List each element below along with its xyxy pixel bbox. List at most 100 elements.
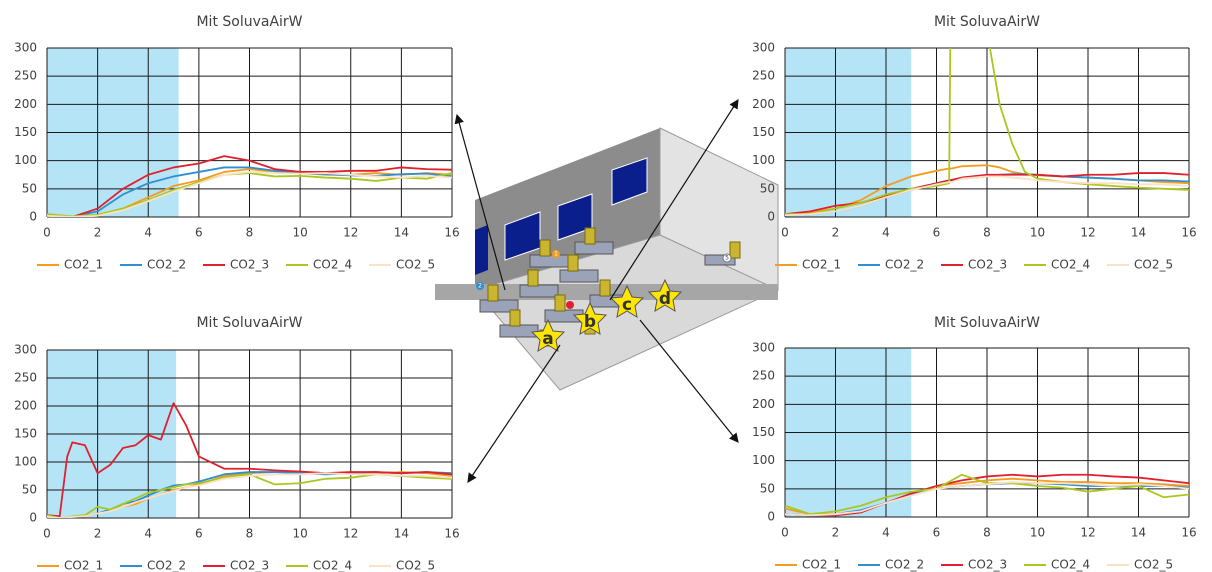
x-tick-label: 16 <box>1181 526 1196 540</box>
x-tick-label: 8 <box>246 226 254 240</box>
y-tick-label: 50 <box>22 483 37 497</box>
legend-label: CO2_2 <box>885 558 924 572</box>
x-tick-label: 12 <box>1080 526 1095 540</box>
x-tick-label: 2 <box>832 526 840 540</box>
window <box>475 225 488 275</box>
legend-label: CO2_1 <box>64 258 103 272</box>
legend-label: CO2_3 <box>230 559 269 572</box>
x-tick-label: 2 <box>832 226 840 240</box>
y-tick-label: 150 <box>14 125 37 139</box>
legend-label: CO2_3 <box>968 558 1007 572</box>
x-tick-label: 16 <box>1181 226 1196 240</box>
y-tick-label: 50 <box>760 481 775 495</box>
y-tick-label: 250 <box>752 369 775 383</box>
legend-label: CO2_2 <box>885 258 924 272</box>
legend-label: CO2_3 <box>968 258 1007 272</box>
sensor-marker <box>566 301 574 309</box>
seat-number: 5 <box>725 255 729 262</box>
y-tick-label: 300 <box>14 41 37 55</box>
y-tick-label: 50 <box>22 181 37 195</box>
x-tick-label: 6 <box>933 226 941 240</box>
star-label: d <box>659 289 671 309</box>
x-tick-label: 14 <box>394 226 409 240</box>
x-tick-label: 10 <box>292 527 307 541</box>
x-tick-label: 0 <box>781 526 789 540</box>
y-tick-label: 150 <box>752 125 775 139</box>
x-tick-label: 0 <box>43 527 51 541</box>
y-tick-label: 150 <box>14 427 37 441</box>
x-tick-label: 8 <box>983 526 991 540</box>
x-tick-label: 4 <box>144 226 152 240</box>
seat-marker: 1 <box>552 250 560 258</box>
chart-title: Mit SoluvaAirW <box>934 315 1040 331</box>
x-tick-label: 12 <box>343 226 358 240</box>
x-tick-label: 14 <box>1131 526 1146 540</box>
chart-panel: Mit SoluvaAirW 0 50 100 150 200 250 300 0 2 4 6 8 10 1… <box>752 315 1197 572</box>
y-tick-label: 0 <box>29 210 37 224</box>
chart-title: Mit SoluvaAirW <box>196 14 302 30</box>
legend-label: CO2_4 <box>313 258 352 272</box>
y-tick-label: 100 <box>14 153 37 167</box>
x-tick-label: 8 <box>246 527 254 541</box>
chart-title: Mit SoluvaAirW <box>196 315 302 331</box>
legend-label: CO2_2 <box>147 559 186 572</box>
y-tick-label: 150 <box>752 425 775 439</box>
chart-panel: Mit SoluvaAirW 0 50 100 150 200 250 300 0 2 4 6 8 10 1… <box>14 14 460 272</box>
y-tick-label: 200 <box>752 397 775 411</box>
x-tick-label: 8 <box>983 226 991 240</box>
star-label: c <box>622 295 632 315</box>
y-tick-label: 250 <box>752 69 775 83</box>
x-tick-label: 14 <box>1131 226 1146 240</box>
x-tick-label: 6 <box>195 226 203 240</box>
seat-marker: 2 <box>476 282 484 290</box>
x-tick-label: 16 <box>444 527 459 541</box>
y-tick-label: 300 <box>752 341 775 355</box>
y-tick-label: 250 <box>14 371 37 385</box>
seat-number: 2 <box>478 283 482 290</box>
x-tick-label: 0 <box>781 226 789 240</box>
classroom-illustration: 1 2 5 a b c d <box>435 100 778 482</box>
chart-panel: Mit SoluvaAirW 0 50 100 150 200 250 300 0 2 4 6 8 10 1… <box>14 315 460 572</box>
star-label: a <box>542 329 553 349</box>
y-tick-label: 200 <box>14 399 37 413</box>
x-tick-label: 2 <box>94 226 102 240</box>
legend-label: CO2_5 <box>396 258 435 272</box>
y-tick-label: 250 <box>14 69 37 83</box>
y-tick-label: 0 <box>767 210 775 224</box>
x-tick-label: 10 <box>1030 526 1045 540</box>
y-tick-label: 200 <box>14 97 37 111</box>
y-tick-label: 100 <box>752 453 775 467</box>
x-tick-label: 4 <box>882 226 890 240</box>
y-tick-label: 300 <box>752 41 775 55</box>
x-tick-label: 14 <box>394 527 409 541</box>
legend-label: CO2_5 <box>1134 558 1173 572</box>
seat-marker: 5 <box>723 254 731 262</box>
seat-number: 1 <box>554 251 558 258</box>
x-tick-label: 16 <box>444 226 459 240</box>
y-tick-label: 0 <box>29 511 37 525</box>
y-tick-label: 200 <box>752 97 775 111</box>
x-tick-label: 6 <box>195 527 203 541</box>
legend-label: CO2_2 <box>147 258 186 272</box>
x-tick-label: 4 <box>144 527 152 541</box>
x-tick-label: 4 <box>882 526 890 540</box>
x-tick-label: 12 <box>343 527 358 541</box>
y-tick-label: 300 <box>14 343 37 357</box>
y-tick-label: 100 <box>14 455 37 469</box>
star-label: b <box>584 312 596 332</box>
x-tick-label: 2 <box>94 527 102 541</box>
figure: 1 2 5 a b c d Mit SoluvaAirW050100150200… <box>0 0 1212 572</box>
x-tick-label: 10 <box>1030 226 1045 240</box>
y-tick-label: 50 <box>760 181 775 195</box>
legend-label: CO2_1 <box>802 258 841 272</box>
legend-label: CO2_4 <box>313 559 352 572</box>
x-tick-label: 6 <box>933 526 941 540</box>
y-tick-label: 0 <box>767 510 775 524</box>
chart-title: Mit SoluvaAirW <box>934 14 1040 30</box>
x-tick-label: 10 <box>292 226 307 240</box>
legend-label: CO2_4 <box>1051 558 1090 572</box>
legend-label: CO2_5 <box>1134 258 1173 272</box>
x-tick-label: 0 <box>43 226 51 240</box>
x-tick-label: 12 <box>1080 226 1095 240</box>
